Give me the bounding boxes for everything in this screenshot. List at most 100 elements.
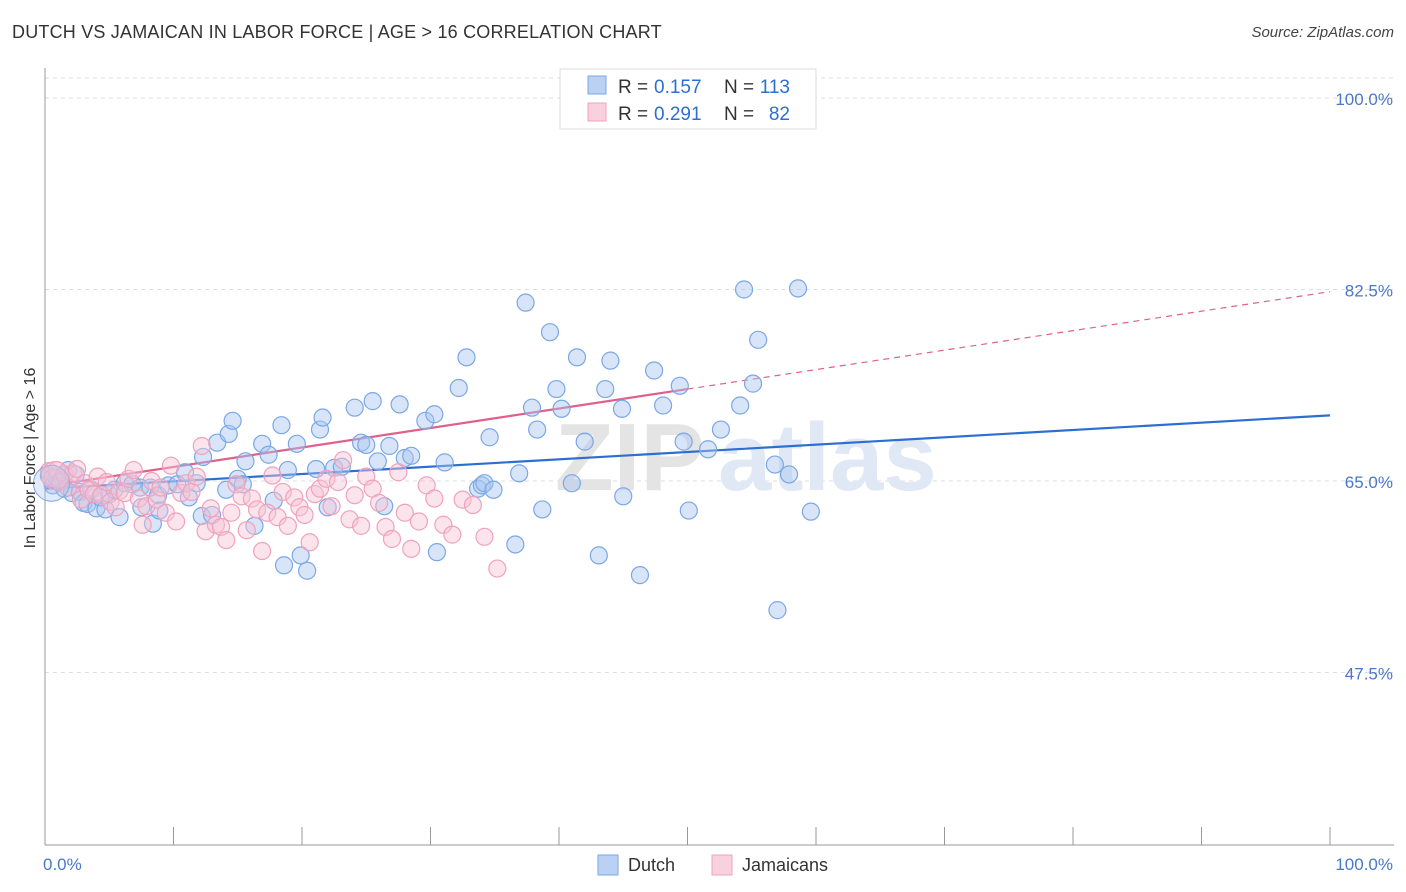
dutch-point [575, 432, 594, 451]
jamaican-point [285, 488, 304, 507]
jamaican-point [115, 483, 134, 503]
dutch-point [510, 464, 529, 483]
dutch-point [614, 487, 633, 506]
legend-r-label: R = [618, 77, 648, 98]
dutch-point [480, 428, 499, 447]
dutch-point [644, 361, 664, 380]
jamaican-point [187, 467, 206, 486]
jamaican-point [177, 474, 196, 493]
jamaican-point [84, 485, 103, 504]
jamaican-point [151, 478, 170, 497]
dutch-point [272, 416, 291, 435]
jamaican-point [425, 489, 444, 508]
dutch-point [589, 546, 608, 565]
jamaican-point [129, 489, 148, 508]
legend-n-label: N = [724, 77, 754, 98]
dutch-point [217, 480, 236, 499]
dutch-point [402, 446, 421, 465]
dutch-point [287, 434, 306, 453]
dutch-point [187, 474, 206, 493]
dutch-point [32, 464, 70, 502]
dutch-point [236, 452, 255, 471]
dutch-point [801, 502, 820, 521]
jamaican-point [328, 472, 348, 492]
jamaican-point [463, 495, 483, 515]
dutch-point [380, 436, 399, 456]
legend-n-label: N = [724, 104, 754, 125]
dutch-point [743, 374, 763, 393]
dutch-point [259, 445, 278, 464]
jamaican-point [242, 489, 261, 508]
dutch-point [779, 465, 799, 484]
dutch-point [363, 392, 382, 411]
data-points [32, 279, 820, 620]
dutch-point [567, 348, 587, 367]
jamaican-point [124, 460, 143, 480]
dutch-point [698, 440, 718, 459]
dutch-point [734, 280, 754, 299]
jamaican-point [237, 521, 256, 540]
dutch-point [765, 455, 784, 474]
jamaican-point [395, 503, 414, 522]
bottom-legend-label: Dutch [628, 855, 675, 875]
jamaican-point [370, 493, 389, 512]
dutch-point [731, 396, 750, 415]
jamaican-point [227, 475, 246, 494]
source-label: Source: ZipAtlas.com [1251, 24, 1394, 41]
jamaican-point [453, 490, 472, 509]
dutch-point [768, 601, 787, 620]
jamaican-point [402, 539, 421, 558]
y-axis-label: In Labor Force | Age > 16 [22, 368, 39, 549]
jamaican-point [88, 467, 107, 486]
jamaican-point [222, 503, 241, 522]
dutch-point [278, 460, 297, 480]
dutch-point [522, 398, 542, 417]
jamaican-point [409, 512, 429, 531]
bottom-legend-label: Jamaicans [742, 855, 828, 875]
legend: R = 0.157 N = 113 R = 0.291 N = 82 [559, 68, 817, 130]
dutch-point [390, 395, 409, 414]
jamaican-point [253, 541, 272, 561]
jamaican-point [182, 482, 201, 502]
jamaican-point [247, 500, 267, 519]
dutch-point [670, 376, 689, 395]
dutch-point [368, 452, 387, 471]
jamaican-point [310, 479, 330, 498]
jamaican-point [317, 469, 336, 488]
dutch-point [357, 435, 376, 454]
dutch-point [516, 293, 535, 312]
legend-r-label: R = [618, 104, 648, 125]
bottom-legend: Dutch Jamaicans [597, 854, 828, 876]
dutch-point [674, 432, 693, 451]
dutch-point [449, 378, 468, 398]
jamaican-point [475, 527, 494, 546]
y-tick-label: 82.5% [1345, 282, 1393, 301]
dutch-point [475, 474, 494, 493]
jamaican-point [263, 466, 282, 485]
dutch-point [562, 474, 581, 493]
dutch-point [110, 508, 129, 527]
watermark: ZIP atlas [555, 404, 937, 511]
y-tick-label: 65.0% [1345, 473, 1393, 492]
dutch-point [253, 434, 272, 453]
dutch-point [540, 323, 560, 342]
dutch-point [612, 399, 632, 418]
dutch-point [298, 561, 317, 580]
dutch-point [457, 348, 476, 367]
y-tick-label: 100.0% [1335, 90, 1393, 109]
jamaican-point [295, 505, 314, 525]
jamaican-point [142, 471, 161, 491]
jamaican-trend-line [44, 387, 688, 488]
jamaican-point [133, 515, 152, 534]
legend-n-value: 82 [769, 104, 790, 125]
jamaican-point [147, 490, 166, 509]
dutch-point [506, 535, 525, 554]
dutch-point [427, 543, 447, 562]
jamaican-point [68, 459, 87, 479]
jamaican-point [345, 486, 364, 505]
dutch-point [711, 420, 731, 439]
bottom-legend-swatch [711, 854, 733, 876]
jamaican-point [305, 485, 324, 504]
y-tick-label: 47.5% [1345, 665, 1393, 684]
